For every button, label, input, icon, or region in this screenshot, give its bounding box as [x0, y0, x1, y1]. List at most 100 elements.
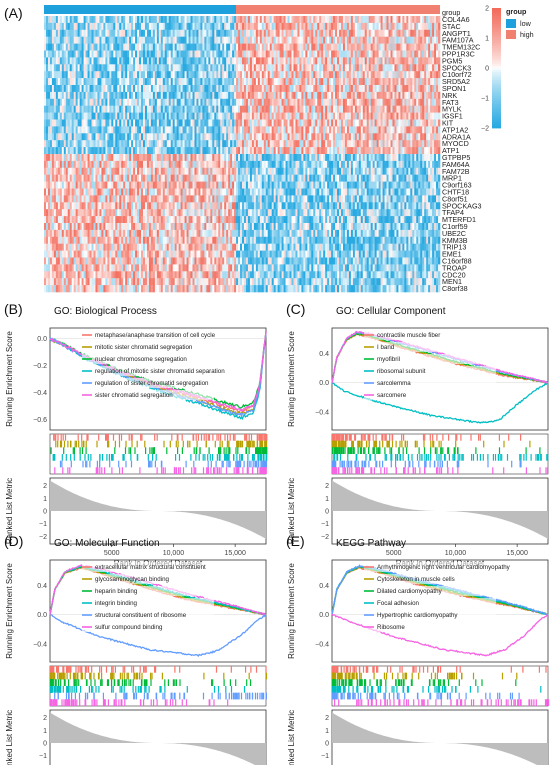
- heatmap-cell: [299, 147, 302, 155]
- heatmap-cell: [65, 85, 69, 93]
- heatmap-cell: [382, 43, 385, 51]
- heatmap-cell: [337, 22, 340, 31]
- heatmap-cell: [146, 133, 150, 141]
- heatmap-cell: [65, 154, 69, 162]
- heatmap-cell: [279, 16, 282, 24]
- heatmap-cell: [342, 160, 346, 169]
- heatmap-cell: [376, 43, 379, 51]
- heatmap-cell: [251, 98, 255, 106]
- heatmap-cell: [392, 119, 395, 127]
- heatmap-cell: [73, 85, 76, 93]
- heatmap-cell: [208, 126, 211, 134]
- heatmap-cell: [198, 98, 201, 106]
- heatmap-cell: [289, 105, 292, 113]
- heatmap-cell: [113, 78, 116, 86]
- heatmap-cell: [436, 126, 439, 134]
- heatmap-cell: [206, 167, 209, 175]
- heatmap-cell: [378, 112, 381, 120]
- heatmap-cell: [55, 105, 59, 113]
- heatmap-cell: [188, 22, 191, 31]
- heatmap-cell: [87, 105, 90, 113]
- heatmap-cell: [95, 167, 98, 175]
- heatmap-cell: [119, 174, 122, 182]
- heatmap-cell: [59, 71, 63, 79]
- heatmap-cell: [202, 160, 205, 169]
- heatmap-cell: [75, 181, 78, 189]
- heatmap-cell: [432, 167, 435, 175]
- heatmap-cell: [279, 50, 282, 58]
- heatmap-cell: [129, 147, 132, 155]
- heatmap-cell: [121, 50, 124, 58]
- heatmap-cell: [93, 36, 96, 44]
- heatmap-cell: [73, 160, 76, 169]
- heatmap-cell: [249, 29, 253, 37]
- heatmap-cell: [432, 36, 435, 44]
- heatmap-cell: [95, 160, 98, 169]
- heatmap-cell: [152, 91, 156, 100]
- heatmap-cell: [295, 29, 298, 37]
- heatmap-cell: [309, 154, 312, 162]
- heatmap-cell: [226, 147, 229, 155]
- heatmap-cell: [408, 133, 411, 141]
- heatmap-cell: [93, 133, 96, 141]
- heatmap-cell: [240, 167, 243, 175]
- heatmap-cell: [295, 181, 298, 189]
- heatmap-cell: [406, 29, 409, 37]
- heatmap-cell: [422, 29, 425, 37]
- heatmap-cell: [348, 105, 352, 113]
- heatmap-cell: [398, 119, 401, 127]
- heatmap-cell: [194, 22, 197, 31]
- heatmap-cell: [370, 119, 373, 127]
- heatmap-cell: [275, 167, 278, 175]
- heatmap-cell: [77, 140, 80, 148]
- heatmap-cell: [71, 133, 74, 141]
- heatmap-cell: [293, 160, 296, 169]
- heatmap-cell: [255, 16, 259, 24]
- heatmap-cell: [348, 98, 352, 106]
- heatmap-cell: [344, 167, 348, 175]
- heatmap-cell: [176, 22, 179, 31]
- heatmap-cell: [125, 167, 128, 175]
- heatmap-cell: [150, 160, 154, 169]
- heatmap-cell: [350, 57, 354, 65]
- heatmap-cell: [311, 64, 314, 72]
- heatmap-cell: [57, 29, 61, 37]
- heatmap-cell: [333, 126, 336, 134]
- heatmap-cell: [358, 126, 362, 134]
- heatmap-cell: [311, 43, 314, 51]
- heatmap-cell: [424, 140, 427, 148]
- heatmap-cell: [123, 160, 126, 169]
- heatmap-cell: [143, 181, 146, 189]
- heatmap-cell: [249, 160, 253, 169]
- heatmap-cell: [436, 140, 439, 148]
- heatmap-cell: [287, 133, 290, 141]
- heatmap-cell: [370, 57, 373, 65]
- heatmap-cell: [438, 140, 441, 148]
- heatmap-cell: [172, 126, 175, 134]
- heatmap-cell: [176, 71, 179, 79]
- heatmap-cell: [156, 57, 160, 65]
- heatmap-cell: [176, 64, 179, 72]
- heatmap-cell: [366, 98, 370, 106]
- heatmap-cell: [255, 91, 259, 100]
- heatmap-cell: [251, 147, 255, 155]
- heatmap-cell: [160, 181, 164, 189]
- heatmap-cell: [212, 71, 215, 79]
- heatmap-cell: [430, 57, 433, 65]
- heatmap-cell: [196, 16, 199, 24]
- heatmap-cell: [289, 57, 292, 65]
- heatmap-cell: [144, 98, 148, 106]
- heatmap-cell: [285, 57, 288, 65]
- heatmap-cell: [238, 57, 241, 65]
- heatmap-cell: [180, 91, 183, 100]
- heatmap-cell: [267, 43, 271, 51]
- heatmap-cell: [85, 133, 88, 141]
- heatmap-cell: [166, 112, 170, 120]
- heatmap-cell: [51, 16, 55, 24]
- heatmap-cell: [61, 167, 65, 175]
- heatmap-cell: [196, 105, 199, 113]
- heatmap-cell: [366, 71, 370, 79]
- heatmap-cell: [95, 36, 98, 44]
- heatmap-cell: [311, 112, 314, 120]
- heatmap-cell: [434, 57, 437, 65]
